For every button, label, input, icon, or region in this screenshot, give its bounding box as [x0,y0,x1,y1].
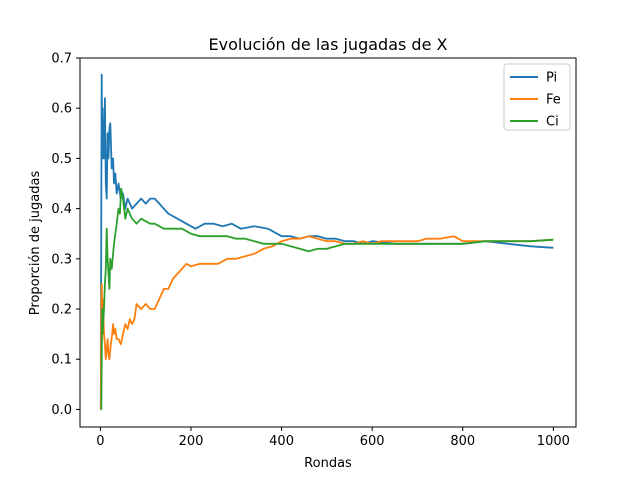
y-tick-label: 0.5 [51,152,72,167]
chart-title: Evolución de las jugadas de X [209,35,448,54]
y-axis-label: Proporción de jugadas [28,171,43,316]
x-tick-label: 1000 [537,434,570,449]
x-tick-label: 800 [450,434,475,449]
legend-box [503,63,571,131]
x-tick-label: 600 [360,434,385,449]
x-tick-label: 400 [269,434,294,449]
legend-label-pi: Pi [546,71,557,86]
y-axis: 0.0 0.1 0.2 0.3 0.4 0.5 0.6 0.7 [51,52,80,418]
y-tick-label: 0.2 [51,303,72,318]
series-lines [99,73,554,411]
plot-frame [79,57,577,428]
x-axis-label: Rondas [304,456,352,471]
y-tick-label: 0.0 [51,403,72,418]
x-axis: 0 200 400 600 800 1000 [96,427,570,449]
series-line-pi [99,73,554,410]
series-line-ci [100,187,554,411]
y-tick-label: 0.7 [51,52,72,67]
legend: Pi Fe Ci [503,63,571,131]
y-tick-label: 0.6 [51,102,72,117]
y-tick-label: 0.3 [51,252,72,267]
x-tick-label: 200 [179,434,204,449]
y-tick-label: 0.1 [51,353,72,368]
x-tick-label: 0 [96,434,104,449]
legend-label-ci: Ci [546,115,559,130]
y-tick-label: 0.4 [51,202,72,217]
series-line-fe [99,235,554,410]
plot-area [79,57,577,428]
legend-label-fe: Fe [546,93,561,108]
